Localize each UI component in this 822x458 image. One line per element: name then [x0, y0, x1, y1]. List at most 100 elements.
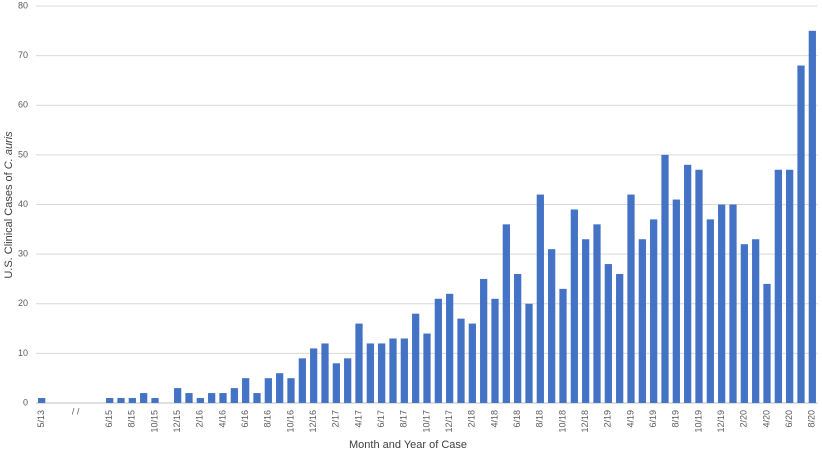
- bar: [627, 194, 635, 403]
- x-tick-label: 6/20: [784, 410, 794, 428]
- y-tick-label: 0: [23, 397, 28, 407]
- bar: [208, 393, 216, 403]
- bar: [242, 378, 250, 403]
- x-tick-label: 2/18: [467, 410, 477, 428]
- x-tick-label: 8/20: [807, 410, 817, 428]
- bar: [321, 343, 329, 403]
- bar: [740, 244, 748, 403]
- y-tick-label: 50: [18, 149, 28, 159]
- bar: [786, 169, 794, 403]
- bar: [774, 169, 782, 403]
- bar: [276, 373, 284, 403]
- bar: [718, 204, 726, 403]
- bar: [378, 343, 386, 403]
- bar: [695, 169, 703, 403]
- bar: [412, 313, 420, 403]
- bar: [174, 388, 182, 403]
- bar: [332, 363, 340, 403]
- bar: [480, 278, 488, 403]
- bar: [570, 209, 578, 403]
- x-tick-label: 10/16: [285, 410, 295, 433]
- bar: [661, 154, 669, 403]
- y-tick-label: 40: [18, 199, 28, 209]
- bar: [219, 393, 227, 403]
- y-axis-title-italic: C. auris: [3, 131, 15, 169]
- y-tick-label: 80: [18, 0, 28, 10]
- y-tick-label: 20: [18, 298, 28, 308]
- bar: [706, 219, 714, 403]
- bar: [514, 273, 522, 403]
- bar: [582, 239, 590, 403]
- bar: [672, 199, 680, 403]
- bar: [616, 273, 624, 403]
- bar: [253, 393, 261, 403]
- bar: [468, 323, 476, 403]
- bar: [423, 333, 431, 403]
- x-tick-label: 6/16: [240, 410, 250, 428]
- y-tick-label: 60: [18, 100, 28, 110]
- y-tick-label: 70: [18, 50, 28, 60]
- bar: [536, 194, 544, 403]
- x-tick-label: 12/17: [444, 410, 454, 433]
- bar: [128, 398, 136, 403]
- bar: [729, 204, 737, 403]
- y-axis-title: U.S. Clinical Cases of C. auris: [3, 131, 15, 279]
- x-tick-label: 12/18: [580, 410, 590, 433]
- bar: [400, 338, 408, 403]
- axis-break: / /: [72, 406, 80, 416]
- x-tick-label: 4/16: [217, 410, 227, 428]
- bar: [491, 298, 499, 403]
- bar: [287, 378, 295, 403]
- bar: [593, 224, 601, 403]
- x-tick-label: 12/16: [308, 410, 318, 433]
- x-tick-label: 4/17: [353, 410, 363, 428]
- x-tick-label: 4/19: [625, 410, 635, 428]
- y-tick-label: 30: [18, 249, 28, 259]
- bar: [38, 398, 46, 403]
- bar: [298, 358, 306, 403]
- y-tick-label: 10: [18, 348, 28, 358]
- bar: [559, 288, 567, 403]
- bar: [310, 348, 318, 403]
- bar: [752, 239, 760, 403]
- bar: [763, 283, 771, 403]
- x-tick-label: 6/18: [512, 410, 522, 428]
- bar: [344, 358, 352, 403]
- x-tick-label: 10/15: [149, 410, 159, 433]
- bar: [117, 398, 125, 403]
- x-tick-label: 10/19: [693, 410, 703, 433]
- bar: [366, 343, 374, 403]
- bar: [808, 30, 816, 403]
- x-tick-label: 8/15: [127, 410, 137, 428]
- x-tick-label: 8/17: [399, 410, 409, 428]
- x-tick-label: 12/19: [716, 410, 726, 433]
- x-tick-label: 2/19: [603, 410, 613, 428]
- bar: [457, 318, 465, 403]
- x-tick-label: 2/16: [195, 410, 205, 428]
- x-tick-label: 6/17: [376, 410, 386, 428]
- x-tick-label: 2/17: [331, 410, 341, 428]
- bar: [140, 393, 148, 403]
- bar: [185, 393, 193, 403]
- x-tick-label: 4/20: [761, 410, 771, 428]
- bar: [502, 224, 510, 403]
- x-tick-label: 8/18: [535, 410, 545, 428]
- bar: [389, 338, 397, 403]
- x-tick-label: 5/13: [36, 410, 46, 428]
- bar: [151, 398, 159, 403]
- bar: [604, 264, 612, 403]
- x-tick-label: 6/15: [104, 410, 114, 428]
- bar: [196, 398, 204, 403]
- bar: [434, 298, 442, 403]
- bar: [548, 249, 556, 403]
- bar: [230, 388, 238, 403]
- x-axis-title: Month and Year of Case: [349, 439, 467, 451]
- x-tick-label: 2/20: [739, 410, 749, 428]
- x-tick-label: 10/18: [557, 410, 567, 433]
- bar: [355, 323, 363, 403]
- bar: [684, 164, 692, 403]
- bar: [650, 219, 658, 403]
- bar: [638, 239, 646, 403]
- x-tick-label: 4/18: [489, 410, 499, 428]
- bar: [525, 303, 533, 403]
